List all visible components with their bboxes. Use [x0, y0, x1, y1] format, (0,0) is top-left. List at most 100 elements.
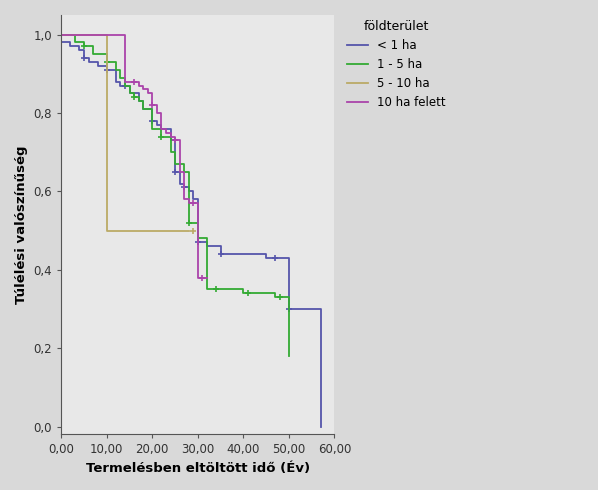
1 - 5 ha	[80, 40, 87, 46]
1 - 5 ha	[194, 236, 202, 242]
5 - 10 ha	[103, 228, 111, 234]
1 - 5 ha	[121, 75, 129, 81]
1 - 5 ha	[126, 83, 133, 89]
10 ha felett	[158, 110, 165, 116]
10 ha felett	[167, 134, 174, 140]
10 ha felett	[139, 83, 147, 89]
< 1 ha	[318, 310, 325, 316]
1 - 5 ha	[285, 353, 292, 359]
< 1 ha	[135, 98, 142, 104]
10 ha felett	[185, 196, 193, 202]
1 - 5 ha	[203, 236, 210, 242]
Y-axis label: Túlélési valószínűség: Túlélési valószínűség	[15, 146, 28, 304]
5 - 10 ha	[57, 32, 65, 38]
X-axis label: Termelésben eltöltött idő (Év): Termelésben eltöltött idő (Év)	[86, 462, 310, 475]
10 ha felett	[103, 32, 111, 38]
1 - 5 ha	[117, 67, 124, 73]
1 - 5 ha	[130, 95, 138, 100]
< 1 ha	[57, 40, 65, 46]
1 - 5 ha	[285, 294, 292, 300]
10 ha felett	[126, 79, 133, 85]
10 ha felett	[194, 200, 202, 206]
1 - 5 ha	[181, 161, 188, 167]
Line: 10 ha felett: 10 ha felett	[61, 35, 207, 278]
10 ha felett	[144, 87, 151, 93]
Line: 5 - 10 ha: 5 - 10 ha	[61, 35, 189, 231]
1 - 5 ha	[203, 287, 210, 293]
1 - 5 ha	[103, 59, 111, 65]
1 - 5 ha	[103, 51, 111, 57]
1 - 5 ha	[57, 32, 65, 38]
1 - 5 ha	[158, 126, 165, 132]
1 - 5 ha	[185, 169, 193, 175]
1 - 5 ha	[139, 98, 147, 104]
1 - 5 ha	[130, 91, 138, 97]
10 ha felett	[203, 275, 210, 281]
1 - 5 ha	[172, 161, 179, 167]
1 - 5 ha	[271, 291, 279, 296]
Line: < 1 ha: < 1 ha	[61, 43, 321, 427]
10 ha felett	[172, 138, 179, 144]
10 ha felett	[158, 126, 165, 132]
1 - 5 ha	[181, 169, 188, 175]
10 ha felett	[163, 130, 170, 136]
10 ha felett	[80, 32, 87, 38]
1 - 5 ha	[194, 220, 202, 226]
10 ha felett	[121, 32, 129, 38]
5 - 10 ha	[185, 228, 193, 234]
1 - 5 ha	[240, 287, 247, 293]
Line: 1 - 5 ha: 1 - 5 ha	[61, 35, 289, 356]
5 - 10 ha	[185, 228, 193, 234]
10 ha felett	[185, 200, 193, 206]
10 ha felett	[139, 87, 147, 93]
1 - 5 ha	[90, 44, 97, 49]
10 ha felett	[57, 32, 65, 38]
1 - 5 ha	[135, 98, 142, 104]
10 ha felett	[181, 169, 188, 175]
5 - 10 ha	[103, 32, 111, 38]
10 ha felett	[163, 126, 170, 132]
1 - 5 ha	[121, 83, 129, 89]
< 1 ha	[80, 55, 87, 61]
1 - 5 ha	[149, 106, 156, 112]
< 1 ha	[112, 67, 120, 73]
10 ha felett	[149, 91, 156, 97]
1 - 5 ha	[172, 149, 179, 155]
10 ha felett	[176, 169, 183, 175]
10 ha felett	[126, 79, 133, 85]
< 1 ha	[318, 424, 325, 430]
10 ha felett	[167, 130, 174, 136]
1 - 5 ha	[149, 126, 156, 132]
1 - 5 ha	[117, 75, 124, 81]
10 ha felett	[172, 134, 179, 140]
10 ha felett	[149, 102, 156, 108]
10 ha felett	[203, 275, 210, 281]
10 ha felett	[181, 196, 188, 202]
1 - 5 ha	[90, 51, 97, 57]
10 ha felett	[80, 32, 87, 38]
Legend: < 1 ha, 1 - 5 ha, 5 - 10 ha, 10 ha felett: < 1 ha, 1 - 5 ha, 5 - 10 ha, 10 ha felet…	[343, 17, 450, 112]
< 1 ha	[263, 255, 270, 261]
10 ha felett	[135, 79, 142, 85]
1 - 5 ha	[112, 67, 120, 73]
1 - 5 ha	[158, 134, 165, 140]
10 ha felett	[194, 275, 202, 281]
1 - 5 ha	[139, 106, 147, 112]
< 1 ha	[94, 63, 101, 69]
10 ha felett	[135, 83, 142, 89]
10 ha felett	[103, 32, 111, 38]
10 ha felett	[176, 138, 183, 144]
10 ha felett	[121, 79, 129, 85]
1 - 5 ha	[185, 220, 193, 226]
1 - 5 ha	[126, 91, 133, 97]
1 - 5 ha	[80, 44, 87, 49]
5 - 10 ha	[90, 32, 97, 38]
1 - 5 ha	[135, 95, 142, 100]
1 - 5 ha	[71, 40, 78, 46]
10 ha felett	[153, 102, 160, 108]
1 - 5 ha	[71, 32, 78, 38]
10 ha felett	[153, 110, 160, 116]
1 - 5 ha	[167, 134, 174, 140]
1 - 5 ha	[240, 291, 247, 296]
1 - 5 ha	[112, 59, 120, 65]
